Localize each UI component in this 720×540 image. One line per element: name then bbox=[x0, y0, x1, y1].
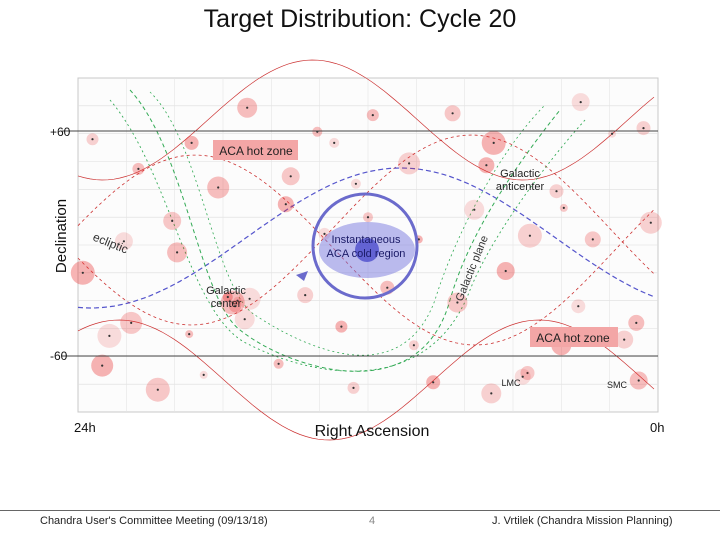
footer-divider bbox=[0, 510, 720, 511]
target-center bbox=[432, 381, 435, 384]
y-tick-minus60: -60 bbox=[50, 349, 68, 363]
target-center bbox=[417, 238, 420, 241]
target-center bbox=[366, 216, 370, 219]
cold-region-label-tspan-1: Instantaneous bbox=[331, 234, 401, 246]
target-center bbox=[202, 373, 205, 376]
galactic-anticenter-label-2: anticenter bbox=[496, 181, 545, 193]
target-center bbox=[408, 162, 411, 165]
target-center bbox=[333, 141, 336, 144]
target-center bbox=[354, 182, 357, 185]
slide-title: Target Distribution: Cycle 20 bbox=[203, 5, 517, 33]
target-center bbox=[277, 362, 280, 365]
target-center bbox=[108, 334, 111, 337]
cold-region-label-line2: ACA cold region bbox=[327, 248, 406, 260]
target-center bbox=[340, 325, 343, 328]
target-center bbox=[528, 234, 532, 237]
target-center bbox=[611, 132, 614, 135]
galactic-anticenter-tspan-2: anticenter bbox=[496, 181, 545, 193]
target-center bbox=[504, 269, 507, 273]
target-center bbox=[485, 164, 488, 167]
target-center bbox=[236, 299, 239, 302]
target-center bbox=[91, 138, 94, 141]
target-center bbox=[579, 101, 582, 104]
target-center bbox=[188, 333, 191, 336]
x-tick-0h: 0h bbox=[650, 420, 664, 435]
footer-left: Chandra User's Committee Meeting (09/13/… bbox=[40, 515, 268, 527]
cold-region-label-line1: Instantaneous bbox=[331, 234, 401, 246]
target-center bbox=[526, 371, 529, 375]
target-center bbox=[284, 203, 287, 206]
target-center bbox=[492, 141, 495, 144]
target-center bbox=[190, 141, 193, 144]
aca-hot-zone-north-box bbox=[213, 140, 298, 160]
ra-reference-curve bbox=[77, 59, 655, 181]
target-center bbox=[591, 238, 594, 241]
cold-region-core bbox=[355, 238, 379, 262]
target-center bbox=[352, 386, 355, 389]
target-center bbox=[226, 295, 229, 299]
target-center bbox=[122, 240, 125, 243]
ra-reference-curve bbox=[77, 319, 655, 441]
y-axis-label: Declination bbox=[53, 199, 70, 273]
target-center bbox=[473, 208, 476, 211]
cold-region-label-tspan-2: ACA cold region bbox=[327, 248, 406, 260]
target-center bbox=[521, 375, 524, 378]
galactic-center-tspan-1: Galactic bbox=[206, 285, 246, 297]
aca-hot-zone-north-label: ACA hot zone bbox=[219, 144, 293, 158]
cold-region-circle bbox=[311, 192, 419, 300]
target-center bbox=[386, 286, 389, 289]
x-tick-24h: 24h bbox=[74, 420, 96, 435]
galactic-anticenter-tspan-1: Galactic bbox=[500, 168, 540, 180]
galactic-anticenter-label-1: Galactic bbox=[500, 168, 540, 180]
aca-hot-zone-south-label: ACA hot zone bbox=[536, 331, 610, 345]
footer-right: J. Vrtilek (Chandra Mission Planning) bbox=[492, 515, 673, 527]
target-center bbox=[234, 305, 237, 308]
target-center bbox=[246, 106, 249, 109]
galactic-plane-curve bbox=[109, 99, 586, 372]
ecliptic-curve bbox=[77, 167, 655, 309]
galactic-center-label-1: Galactic bbox=[206, 285, 246, 297]
target-center bbox=[562, 206, 565, 209]
target-center bbox=[101, 364, 104, 367]
y-tick-plus60: +60 bbox=[50, 125, 71, 139]
target-center bbox=[304, 294, 307, 297]
target-center bbox=[289, 175, 292, 178]
target-layer bbox=[70, 93, 662, 404]
target-center bbox=[130, 321, 133, 324]
target-center bbox=[371, 114, 374, 117]
target-center bbox=[412, 344, 415, 347]
galactic-center-label-2: center bbox=[211, 298, 242, 310]
target-center bbox=[323, 232, 326, 235]
target-center bbox=[451, 112, 454, 115]
target-center bbox=[577, 305, 580, 308]
target-center bbox=[637, 379, 640, 382]
galactic-center-tspan-2: center bbox=[211, 298, 242, 310]
galactic-plane-curve bbox=[149, 91, 546, 356]
target-center bbox=[555, 190, 558, 193]
target-center bbox=[231, 301, 234, 304]
aca-hot-zone-south-box bbox=[530, 327, 618, 347]
target-center bbox=[248, 297, 251, 300]
target-center bbox=[81, 271, 84, 274]
target-center bbox=[176, 251, 179, 254]
target-center bbox=[490, 392, 493, 395]
target-center bbox=[456, 301, 459, 304]
target-center bbox=[649, 221, 652, 224]
cold-region-arrowhead bbox=[296, 271, 308, 281]
galactic-plane-curve bbox=[129, 89, 561, 372]
target-center bbox=[623, 338, 626, 341]
lmc-label: LMC bbox=[501, 378, 521, 388]
target-center bbox=[635, 321, 638, 324]
curve-layer bbox=[77, 59, 655, 441]
target-center bbox=[217, 186, 220, 189]
page-number: 4 bbox=[369, 515, 376, 527]
target-center bbox=[156, 388, 159, 391]
x-axis-label: Right Ascension bbox=[315, 423, 430, 440]
target-center bbox=[137, 167, 140, 170]
target-center bbox=[642, 127, 645, 130]
target-center bbox=[171, 219, 174, 222]
smc-label: SMC bbox=[607, 380, 628, 390]
target-center bbox=[243, 318, 246, 321]
